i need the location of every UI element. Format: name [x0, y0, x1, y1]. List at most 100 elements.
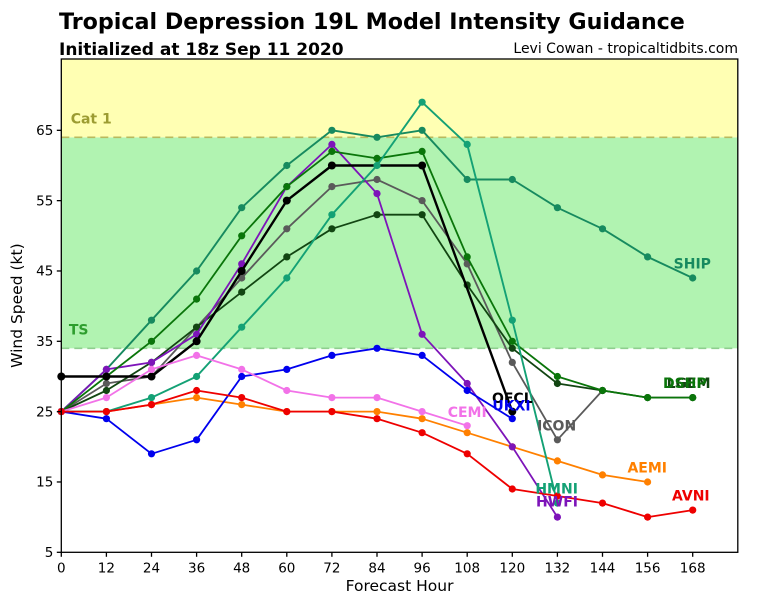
- threshold-label-ts: TS: [69, 322, 89, 338]
- series-marker-OFCL: [102, 372, 111, 381]
- series-marker-AEMI: [644, 478, 652, 486]
- series-marker-HMNI: [328, 211, 336, 219]
- series-marker-ICON: [508, 358, 516, 366]
- series-marker-LGEM: [102, 386, 110, 395]
- x-tick-label: 120: [499, 560, 525, 576]
- series-marker-UKXI: [508, 415, 516, 423]
- series-marker-LGEM: [193, 323, 201, 331]
- series-marker-SHIP: [238, 204, 246, 212]
- series-marker-AVNI: [598, 499, 607, 507]
- series-marker-SHIP: [373, 133, 381, 141]
- series-marker-HMNI: [147, 394, 156, 402]
- series-line-HMNI: [61, 101, 559, 504]
- series-marker-UKXI: [102, 415, 110, 423]
- series-marker-AVNI: [463, 450, 471, 458]
- series-marker-DSHP: [328, 147, 336, 155]
- x-tick-label: 168: [680, 560, 706, 576]
- series-line-UKXI: [61, 347, 513, 455]
- series-marker-HWFI: [102, 365, 110, 373]
- series-marker-CEMI: [238, 365, 246, 373]
- series-label-AEMI: AEMI: [627, 461, 667, 477]
- series-marker-AVNI: [418, 429, 426, 437]
- series-marker-ICON: [328, 183, 336, 191]
- series-marker-AEMI: [418, 415, 426, 423]
- series-marker-DSHP: [418, 147, 426, 155]
- x-tick-label: 0: [57, 560, 66, 576]
- series-marker-OFCL: [282, 196, 291, 205]
- series-marker-DSHP: [689, 394, 697, 402]
- series-marker-AVNI: [644, 513, 652, 521]
- series-marker-DSHP: [238, 232, 246, 240]
- series-marker-AVNI: [508, 485, 516, 493]
- series-marker-UKXI: [373, 344, 381, 352]
- series-marker-LGEM: [508, 344, 516, 352]
- series-marker-AVNI: [553, 492, 562, 500]
- series-line-CEMI: [61, 354, 468, 427]
- x-tick-label: 24: [143, 560, 160, 576]
- y-tick-label: 55: [36, 193, 53, 209]
- series-label-UKXI: UKXI: [492, 399, 530, 415]
- series-marker-LGEM: [238, 288, 246, 296]
- series-marker-HMNI: [508, 316, 516, 324]
- series-marker-OFCL: [237, 267, 246, 275]
- y-tick-label: 5: [45, 545, 54, 561]
- series-marker-AVNI: [689, 506, 697, 514]
- series-label-ICON: ICON: [537, 418, 576, 434]
- series-marker-UKXI: [147, 450, 156, 458]
- series-label-CEMI: CEMI: [448, 405, 487, 421]
- series-marker-UKXI: [328, 351, 336, 359]
- threshold-label-cat1: Cat 1: [71, 111, 112, 127]
- series-marker-SHIP: [689, 274, 697, 282]
- series-label-SHIP: SHIP: [674, 257, 711, 273]
- series-marker-HWFI: [147, 358, 156, 366]
- series-marker-HMNI: [463, 140, 471, 148]
- series-marker-HMNI: [553, 499, 562, 507]
- series-marker-LGEM: [283, 253, 291, 261]
- series-marker-AEMI: [373, 408, 381, 416]
- series-marker-SHIP: [193, 267, 201, 275]
- x-tick-label: 48: [233, 560, 250, 576]
- series-marker-HMNI: [238, 323, 246, 331]
- series-marker-AEMI: [238, 401, 246, 409]
- series-marker-OFCL: [147, 372, 156, 381]
- series-marker-CEMI: [102, 394, 110, 402]
- series-marker-CEMI: [283, 386, 291, 395]
- series-marker-ICON: [283, 225, 291, 233]
- series-marker-DSHP: [598, 386, 607, 395]
- band-ts-zone: [61, 137, 738, 349]
- series-label-LGEM: LGEM: [667, 376, 711, 392]
- series-label-AVNI: AVNI: [672, 489, 710, 505]
- series-marker-OFCL: [192, 337, 201, 346]
- x-axis-label: Forecast Hour: [346, 577, 454, 595]
- series-marker-DSHP: [463, 253, 471, 261]
- x-tick-label: 72: [323, 560, 340, 576]
- band-cat1-zone: [61, 59, 738, 138]
- series-marker-ICON: [373, 175, 381, 184]
- series-marker-HWFI: [463, 379, 471, 388]
- series-marker-DSHP: [193, 295, 201, 303]
- series-marker-HWFI: [508, 443, 516, 451]
- series-marker-HWFI: [193, 330, 201, 338]
- series-marker-DSHP: [508, 337, 516, 345]
- series-marker-SHIP: [463, 175, 471, 184]
- series-marker-LGEM: [553, 379, 562, 388]
- series-marker-UKXI: [283, 365, 291, 373]
- series-marker-HMNI: [373, 161, 381, 170]
- series-marker-CEMI: [328, 394, 336, 402]
- series-marker-AVNI: [193, 386, 201, 395]
- series-marker-CEMI: [373, 394, 381, 402]
- x-tick-label: 144: [590, 560, 616, 576]
- series-marker-HWFI: [238, 260, 246, 268]
- series-label-HMNI: HMNI: [535, 482, 578, 498]
- series-marker-HWFI: [328, 140, 336, 148]
- series-marker-LGEM: [328, 225, 336, 233]
- series-marker-HMNI: [283, 274, 291, 282]
- series-marker-UKXI: [238, 372, 246, 381]
- series-marker-HWFI: [553, 513, 562, 521]
- x-tick-label: 12: [98, 560, 115, 576]
- series-marker-AVNI: [102, 408, 110, 416]
- series-marker-SHIP: [328, 126, 336, 134]
- series-marker-ICON: [238, 274, 246, 282]
- x-tick-label: 96: [414, 560, 431, 576]
